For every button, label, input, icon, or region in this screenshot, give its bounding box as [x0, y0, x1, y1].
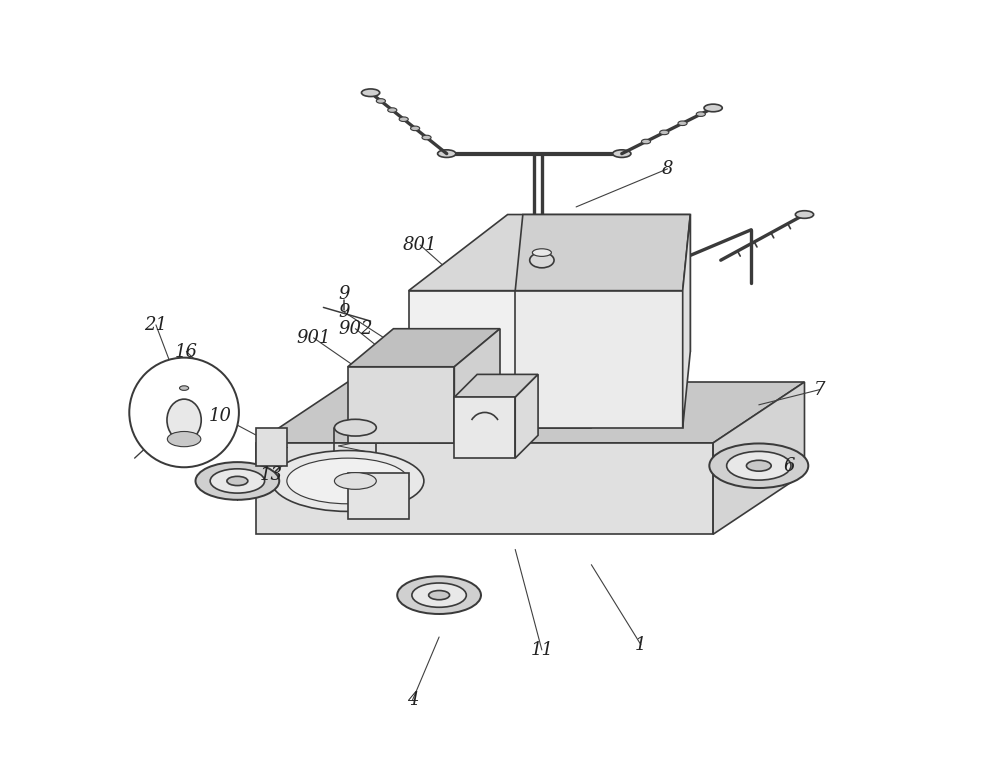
Ellipse shape	[180, 386, 189, 390]
Ellipse shape	[530, 253, 554, 268]
Ellipse shape	[422, 135, 431, 140]
Ellipse shape	[696, 112, 705, 116]
Ellipse shape	[411, 126, 420, 131]
Ellipse shape	[613, 150, 631, 157]
Ellipse shape	[334, 473, 376, 489]
Polygon shape	[256, 382, 804, 443]
Text: 16: 16	[175, 342, 198, 361]
Polygon shape	[515, 215, 690, 290]
Ellipse shape	[167, 399, 201, 441]
Text: 9: 9	[338, 303, 350, 321]
Polygon shape	[348, 329, 500, 367]
Ellipse shape	[227, 476, 248, 486]
Circle shape	[129, 358, 239, 468]
Ellipse shape	[641, 139, 651, 144]
Text: 9: 9	[338, 286, 350, 303]
Ellipse shape	[399, 117, 408, 121]
Text: 4: 4	[407, 691, 418, 709]
Ellipse shape	[361, 89, 380, 96]
Text: 6: 6	[784, 457, 795, 474]
Ellipse shape	[429, 591, 450, 600]
Ellipse shape	[727, 452, 791, 480]
Polygon shape	[515, 290, 683, 428]
Text: 7: 7	[814, 380, 825, 399]
Polygon shape	[591, 215, 690, 428]
Polygon shape	[256, 443, 713, 534]
Polygon shape	[713, 382, 804, 534]
Ellipse shape	[287, 458, 409, 503]
Text: 902: 902	[338, 319, 373, 338]
Ellipse shape	[660, 130, 669, 134]
Ellipse shape	[532, 249, 551, 257]
Polygon shape	[454, 397, 515, 458]
Polygon shape	[409, 290, 591, 428]
Ellipse shape	[272, 451, 424, 511]
Ellipse shape	[746, 460, 771, 471]
Ellipse shape	[678, 121, 687, 125]
Text: 13: 13	[260, 466, 283, 484]
Text: 801: 801	[403, 236, 437, 254]
Text: 21: 21	[144, 316, 167, 334]
Polygon shape	[409, 215, 690, 290]
Ellipse shape	[196, 462, 279, 500]
Ellipse shape	[334, 419, 376, 436]
Ellipse shape	[210, 469, 265, 493]
Polygon shape	[348, 474, 409, 519]
Text: 901: 901	[296, 329, 331, 347]
Text: 8: 8	[662, 160, 673, 178]
Ellipse shape	[388, 108, 397, 112]
Ellipse shape	[795, 211, 814, 219]
Text: 1: 1	[635, 636, 647, 654]
Polygon shape	[515, 374, 538, 458]
Text: 10: 10	[209, 407, 232, 426]
Polygon shape	[454, 329, 500, 443]
Ellipse shape	[709, 443, 808, 488]
Polygon shape	[256, 428, 287, 466]
Ellipse shape	[704, 104, 722, 112]
Ellipse shape	[438, 150, 456, 157]
Ellipse shape	[167, 432, 201, 447]
Ellipse shape	[376, 99, 385, 103]
Polygon shape	[683, 215, 690, 428]
Polygon shape	[454, 374, 538, 397]
Ellipse shape	[412, 583, 466, 607]
Text: 11: 11	[530, 641, 553, 659]
Polygon shape	[348, 367, 454, 443]
Ellipse shape	[397, 576, 481, 614]
